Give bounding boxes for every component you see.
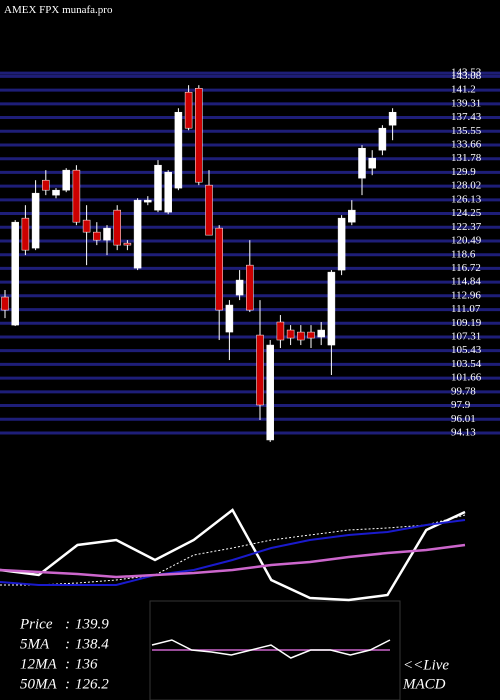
candle-body <box>327 271 336 346</box>
info-label: 12MA <box>20 656 57 672</box>
y-tick-label: 124.25 <box>451 207 482 219</box>
y-tick-label: 120.49 <box>451 234 482 246</box>
candle-body <box>154 164 162 211</box>
candle-body <box>103 227 111 241</box>
y-tick-label: 126.13 <box>451 193 482 205</box>
candle-body <box>31 192 40 249</box>
y-tick-label: 129.9 <box>451 166 476 178</box>
candle-body <box>358 147 366 179</box>
chart-title: AMEX FPX munafa.pro <box>4 4 113 16</box>
info-label: Price <box>19 616 53 632</box>
y-tick-label: 122.37 <box>451 221 482 233</box>
candle-body <box>164 171 172 213</box>
candle-body <box>297 331 305 341</box>
candle-body <box>133 199 142 269</box>
candle-body <box>286 329 295 339</box>
y-tick-label: 99.78 <box>451 385 476 397</box>
candle-body <box>184 91 193 129</box>
candle-body <box>52 189 60 196</box>
candle-body <box>317 329 325 338</box>
info-label: 5MA <box>20 636 50 652</box>
candle-body <box>215 227 223 311</box>
info-colon: : <box>65 656 70 672</box>
y-tick-label: 143.08 <box>451 70 482 82</box>
info-colon: : <box>65 616 70 632</box>
info-value: 136 <box>75 656 98 672</box>
y-tick-label: 131.78 <box>451 152 482 164</box>
y-tick-label: 143.53 <box>451 67 482 79</box>
y-tick-label: 96.01 <box>451 413 476 425</box>
indicator-line <box>0 519 466 586</box>
candle-body <box>266 344 274 441</box>
candle-body <box>205 184 213 236</box>
y-tick-label: 101.66 <box>451 372 482 384</box>
y-tick-label: 107.31 <box>451 330 481 342</box>
candle-body <box>337 217 346 271</box>
candle-body <box>225 304 234 333</box>
info-value: 138.4 <box>75 636 109 652</box>
candle-body <box>307 331 315 339</box>
y-tick-label: 112.96 <box>451 289 481 301</box>
info-value: 126.2 <box>75 676 109 692</box>
y-tick-label: 139.31 <box>451 97 481 109</box>
candle-body <box>42 179 50 191</box>
candle-body <box>82 219 91 233</box>
y-tick-label: 133.66 <box>451 139 482 151</box>
info-value: 139.9 <box>75 616 109 632</box>
y-tick-label: 137.43 <box>451 111 482 123</box>
y-tick-label: 114.84 <box>451 276 481 288</box>
candle-body <box>72 169 81 223</box>
candle-body <box>348 209 356 223</box>
indicator-line <box>151 639 391 659</box>
candle-body <box>388 111 397 126</box>
y-tick-label: 94.13 <box>451 427 476 439</box>
y-tick-label: 118.6 <box>451 248 476 260</box>
indicator-line <box>0 543 466 579</box>
macd-label: MACD <box>402 676 446 692</box>
candle-body <box>195 88 203 183</box>
candle-body <box>235 279 244 296</box>
info-colon: : <box>65 676 70 692</box>
y-tick-label: 141.2 <box>451 84 476 96</box>
info-label: 50MA <box>20 676 57 692</box>
candle-body <box>246 264 254 311</box>
y-tick-label: 105.43 <box>451 344 482 356</box>
candle-body <box>1 296 9 311</box>
y-tick-label: 116.72 <box>451 262 481 274</box>
y-tick-label: 135.55 <box>451 125 482 137</box>
candle-body <box>144 199 152 203</box>
info-colon: : <box>65 636 70 652</box>
indicator-line <box>0 514 466 586</box>
y-tick-label: 128.02 <box>451 180 481 192</box>
indicator-line <box>0 508 466 602</box>
y-tick-label: 111.07 <box>451 303 481 315</box>
candle-body <box>11 221 19 326</box>
candle-body <box>256 334 264 406</box>
candle-body <box>378 127 387 151</box>
y-tick-label: 97.9 <box>451 399 471 411</box>
candle-body <box>62 169 70 191</box>
y-tick-label: 103.54 <box>451 358 482 370</box>
y-tick-label: 109.19 <box>451 317 482 329</box>
candle-body <box>276 321 285 341</box>
candle-body <box>174 111 183 189</box>
candle-body <box>93 231 101 241</box>
candle-body <box>113 209 121 246</box>
candle-body <box>368 157 376 169</box>
candle-body <box>123 242 132 246</box>
candle-body <box>21 217 30 251</box>
live-label: <<Live <box>403 657 449 673</box>
